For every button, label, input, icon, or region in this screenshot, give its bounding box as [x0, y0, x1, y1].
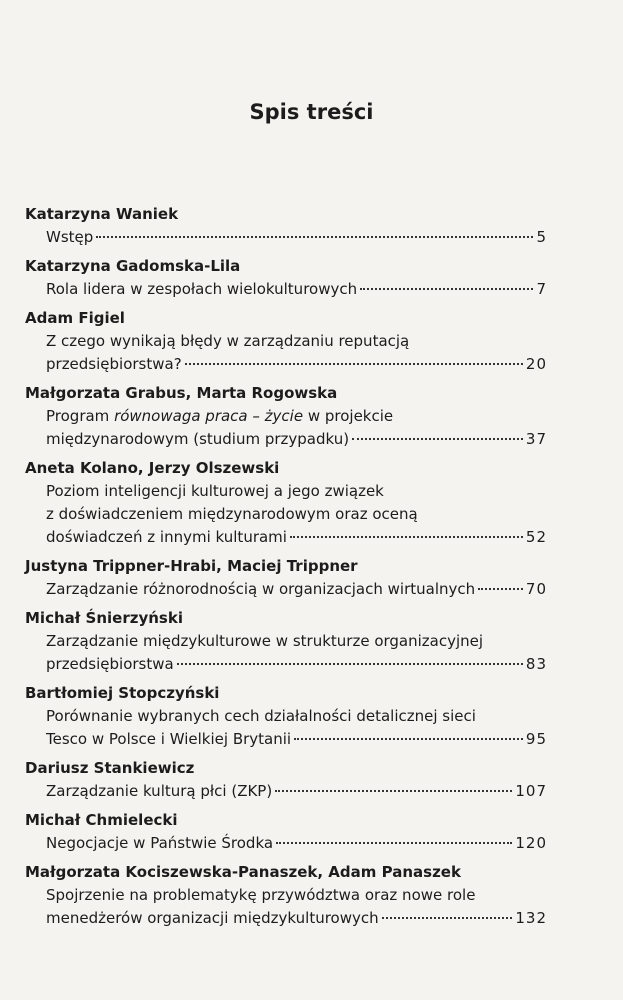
dot-leader — [381, 917, 513, 919]
dot-leader — [352, 438, 523, 440]
entry-title-line: Zarządzanie różnorodnością w organizacja… — [25, 578, 547, 601]
page-number: 120 — [515, 834, 547, 852]
entry-title-line: Z czego wynikają błędy w zarządzaniu rep… — [25, 330, 547, 353]
page-number: 107 — [515, 782, 547, 800]
entry-title-line: przedsiębiorstwa? 20 — [25, 353, 547, 376]
title-text: Spojrzenie na problematykę przywództwa o… — [46, 886, 476, 904]
entry-title-line: międzynarodowym (studium przypadku) 37 — [25, 428, 547, 451]
title-segment: w projekcie — [303, 407, 394, 425]
page-number: 20 — [525, 355, 547, 373]
dot-leader — [360, 288, 534, 290]
title-text: Rola lidera w zespołach wielokulturowych — [46, 280, 358, 298]
entry-title-line: Tesco w Polsce i Wielkiej Brytanii 95 — [25, 728, 547, 751]
title-text: Wstęp — [46, 228, 94, 246]
entry-author: Michał Chmielecki — [25, 811, 178, 829]
page-number: 95 — [525, 730, 547, 748]
title-segment: równowaga praca – życie — [114, 407, 304, 425]
title-text: Zarządzanie kulturą płci (ZKP) — [46, 782, 273, 800]
title-text: przedsiębiorstwa? — [46, 355, 182, 373]
title-text: doświadczeń z innymi kulturami — [46, 528, 287, 546]
entry-author: Adam Figiel — [25, 309, 125, 327]
entry-author: Bartłomiej Stopczyński — [25, 684, 220, 702]
page-number: 5 — [536, 228, 547, 246]
entry-title-line: Spojrzenie na problematykę przywództwa o… — [25, 884, 547, 907]
toc-entry: Małgorzata Grabus, Marta Rogowska Program… — [25, 382, 547, 451]
entry-author: Katarzyna Waniek — [25, 205, 179, 223]
entry-title-line: Poziom inteligencji kulturowej a jego zw… — [25, 480, 547, 503]
title-text: Porównanie wybranych cech działalności d… — [46, 707, 476, 725]
page-number: 52 — [525, 528, 547, 546]
entry-title-line: Negocjacje w Państwie Środka 120 — [25, 832, 547, 855]
entry-author: Aneta Kolano, Jerzy Olszewski — [25, 459, 280, 477]
page-number: 70 — [525, 580, 547, 598]
toc-entry: Justyna Trippner-Hrabi, Maciej Trippner Z… — [25, 555, 547, 601]
toc-entry: Adam Figiel Z czego wynikają błędy w zarz… — [25, 307, 547, 376]
dot-leader — [96, 236, 534, 238]
entry-title-line: Porównanie wybranych cech działalności d… — [25, 705, 547, 728]
toc-entry: Michał Chmielecki Negocjacje w Państwie Ś… — [25, 809, 547, 855]
entry-author: Katarzyna Gadomska-Lila — [25, 257, 241, 275]
title-text: z doświadczeniem międzynarodowym oraz oc… — [46, 505, 418, 523]
dot-leader — [294, 738, 523, 740]
dot-leader — [275, 790, 513, 792]
toc-title: Spis treści — [249, 100, 374, 124]
entry-title-line: doświadczeń z innymi kulturami 52 — [25, 526, 547, 549]
entry-title-line: menedżerów organizacji międzykulturowych… — [25, 907, 547, 930]
toc-entry: Bartłomiej Stopczyński Porównanie wybrany… — [25, 682, 547, 751]
dot-leader — [276, 842, 513, 844]
page-number: 132 — [515, 909, 547, 927]
title-text: Tesco w Polsce i Wielkiej Brytanii — [46, 730, 292, 748]
page-number: 37 — [525, 430, 547, 448]
title-text: menedżerów organizacji międzykulturowych — [46, 909, 379, 927]
title-text: Z czego wynikają błędy w zarządzaniu rep… — [46, 332, 410, 350]
dot-leader — [176, 663, 523, 665]
entry-title-line: Rola lidera w zespołach wielokulturowych… — [25, 278, 547, 301]
title-text: Zarządzanie międzykulturowe w strukturze… — [46, 632, 484, 650]
entry-author: Małgorzata Grabus, Marta Rogowska — [25, 384, 338, 402]
title-text: Poziom inteligencji kulturowej a jego zw… — [46, 482, 384, 500]
entry-title-line: przedsiębiorstwa 83 — [25, 653, 547, 676]
entry-title-line: Zarządzanie międzykulturowe w strukturze… — [25, 630, 547, 653]
toc-entry: Aneta Kolano, Jerzy Olszewski Poziom inte… — [25, 457, 547, 549]
page-number: 7 — [536, 280, 547, 298]
table-of-contents: Katarzyna Waniek Wstęp 5 Katarzyna Gadomska… — [25, 203, 547, 936]
toc-entry: Michał Śnierzyński Zarządzanie międzykult… — [25, 607, 547, 676]
toc-entry: Katarzyna Waniek Wstęp 5 — [25, 203, 547, 249]
entry-title-line: Program równowaga praca – życie w projek… — [25, 405, 547, 428]
title-text: Negocjacje w Państwie Środka — [46, 834, 274, 852]
entry-author: Justyna Trippner-Hrabi, Maciej Trippner — [25, 557, 358, 575]
entry-author: Dariusz Stankiewicz — [25, 759, 195, 777]
entry-title-line: Zarządzanie kulturą płci (ZKP) 107 — [25, 780, 547, 803]
entry-title-line: Wstęp 5 — [25, 226, 547, 249]
page-number: 83 — [525, 655, 547, 673]
dot-leader — [289, 536, 523, 538]
title-text: międzynarodowym (studium przypadku) — [46, 430, 350, 448]
dot-leader — [478, 588, 523, 590]
entry-author: Małgorzata Kociszewska-Panaszek, Adam Pa… — [25, 863, 461, 881]
entry-author: Michał Śnierzyński — [25, 609, 183, 627]
title-text: Zarządzanie różnorodnością w organizacja… — [46, 580, 476, 598]
toc-entry: Dariusz Stankiewicz Zarządzanie kulturą p… — [25, 757, 547, 803]
toc-entry: Katarzyna Gadomska-Lila Rola lidera w zes… — [25, 255, 547, 301]
toc-entry: Małgorzata Kociszewska-Panaszek, Adam Pa… — [25, 861, 547, 930]
title-text: przedsiębiorstwa — [46, 655, 174, 673]
dot-leader — [184, 363, 523, 365]
entry-title-line: z doświadczeniem międzynarodowym oraz oc… — [25, 503, 547, 526]
title-text: Program równowaga praca – życie w projek… — [46, 407, 393, 425]
title-segment: Program — [46, 407, 115, 425]
